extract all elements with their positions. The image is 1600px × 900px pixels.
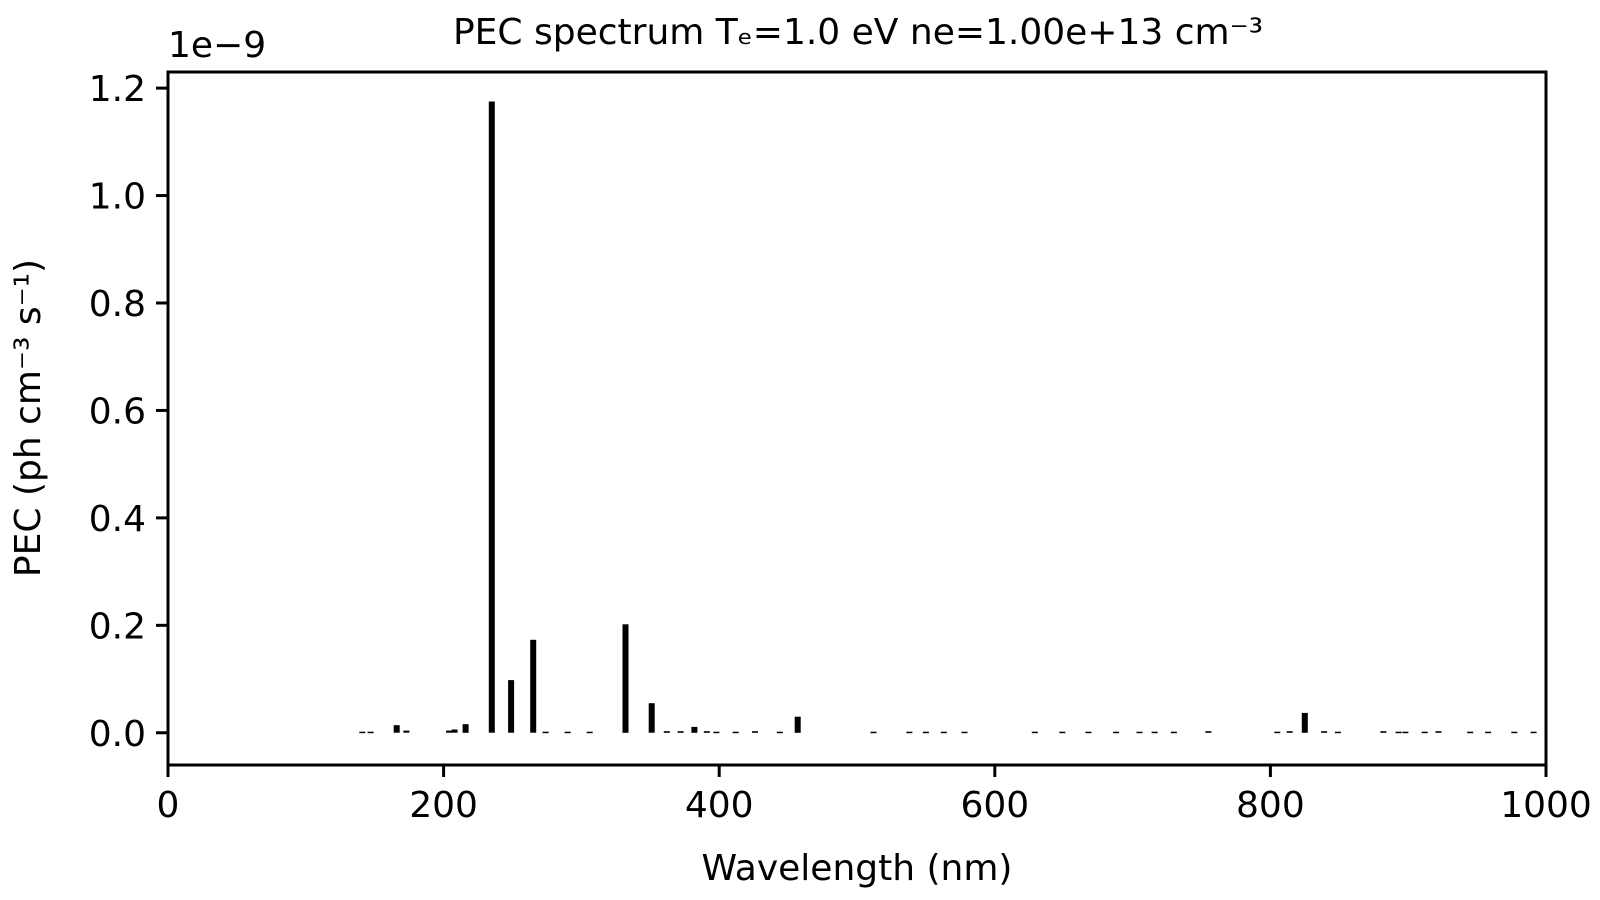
x-tick-label: 200 xyxy=(409,785,478,826)
spectral-line-bar xyxy=(752,731,758,733)
spectral-line-bar xyxy=(1334,731,1341,734)
x-tick-label: 800 xyxy=(1236,785,1305,826)
spectral-line-bar xyxy=(446,730,453,733)
spectral-line-bar xyxy=(732,731,739,734)
spectral-line-bar xyxy=(794,716,801,733)
spectral-line-bar xyxy=(1511,731,1518,734)
y-tick-label: 0.6 xyxy=(89,391,146,432)
spectral-line-bar xyxy=(870,731,877,734)
spectral-line-bar xyxy=(586,731,593,734)
x-tick-label: 400 xyxy=(685,785,754,826)
spectral-line-bar xyxy=(691,726,698,733)
spectral-line-bar xyxy=(367,731,374,734)
spectral-line-bar xyxy=(564,731,571,734)
spectral-line-bar xyxy=(1395,731,1402,734)
spectral-line-bar xyxy=(359,731,366,734)
spectral-line-bar xyxy=(1085,731,1092,734)
spectral-line-bar xyxy=(1467,731,1474,734)
spectral-line-bar xyxy=(677,731,684,733)
spectral-line-bar xyxy=(922,731,929,734)
x-axis-title: Wavelength (nm) xyxy=(702,848,1013,889)
spectral-line-bar xyxy=(1170,731,1177,734)
spectral-line-bar xyxy=(1402,731,1409,734)
spectral-line-bar xyxy=(1205,731,1212,733)
y-tick-label: 0.8 xyxy=(89,284,146,325)
spectral-line-bar xyxy=(393,725,400,733)
y-tick-label: 1.0 xyxy=(89,177,146,218)
spectral-line-bar xyxy=(1113,731,1120,734)
y-axis-title: PEC (ph cm⁻³ s⁻¹) xyxy=(8,259,49,577)
y-tick-label: 1.2 xyxy=(89,69,146,110)
spectral-line-bar xyxy=(663,731,670,733)
x-tick-label: 1000 xyxy=(1500,785,1592,826)
spectral-line-bar xyxy=(906,731,913,734)
spectral-line-bar xyxy=(1435,731,1442,733)
spectral-line-bar xyxy=(961,731,968,734)
x-axis-ticks: 0 200 400 600 800 1000 xyxy=(157,765,1592,826)
chart-title: PEC spectrum Tₑ=1.0 eV ne=1.00e+13 cm⁻³ xyxy=(453,12,1263,53)
y-axis-ticks: 0.0 0.2 0.4 0.6 0.8 1.0 1.2 xyxy=(89,69,168,755)
spectral-line-bar xyxy=(1380,731,1387,733)
spectral-line-bar xyxy=(1530,731,1537,734)
spectral-line-bar xyxy=(1286,731,1293,733)
spectral-line-bar xyxy=(542,731,549,734)
spectral-line-bar xyxy=(940,731,947,734)
spectral-line-bar xyxy=(1301,712,1308,733)
plot-frame xyxy=(166,70,1548,767)
spectral-line-bar xyxy=(1421,731,1428,734)
spectral-line-bar xyxy=(1321,731,1328,733)
spectral-line-bar xyxy=(1136,731,1143,734)
y-tick-label: 0.2 xyxy=(89,606,146,647)
bars-group xyxy=(359,101,1537,734)
spectral-line-bar xyxy=(1031,731,1038,734)
y-tick-label: 0.0 xyxy=(89,714,146,755)
spectral-line-bar xyxy=(530,639,537,733)
spectral-line-bar xyxy=(403,730,410,733)
spectral-line-bar xyxy=(776,731,783,734)
spectral-line-bar xyxy=(1485,731,1492,734)
spectral-line-bar xyxy=(648,703,655,733)
x-tick-label: 0 xyxy=(157,785,180,826)
y-tick-label: 0.4 xyxy=(89,499,146,540)
spectral-line-bar xyxy=(1059,731,1066,734)
spectral-line-bar xyxy=(1274,731,1281,734)
spectral-line-bar xyxy=(488,101,495,733)
spectral-line-bar xyxy=(703,731,710,733)
spectral-line-bar xyxy=(713,731,720,734)
spectral-line-bar xyxy=(508,680,515,733)
spectral-line-bar xyxy=(622,624,629,733)
spectral-line-bar xyxy=(451,729,458,733)
y-offset-text: 1e−9 xyxy=(168,25,266,66)
spectral-line-bar xyxy=(462,724,469,733)
spectral-line-bar xyxy=(1151,731,1158,734)
x-tick-label: 600 xyxy=(960,785,1029,826)
